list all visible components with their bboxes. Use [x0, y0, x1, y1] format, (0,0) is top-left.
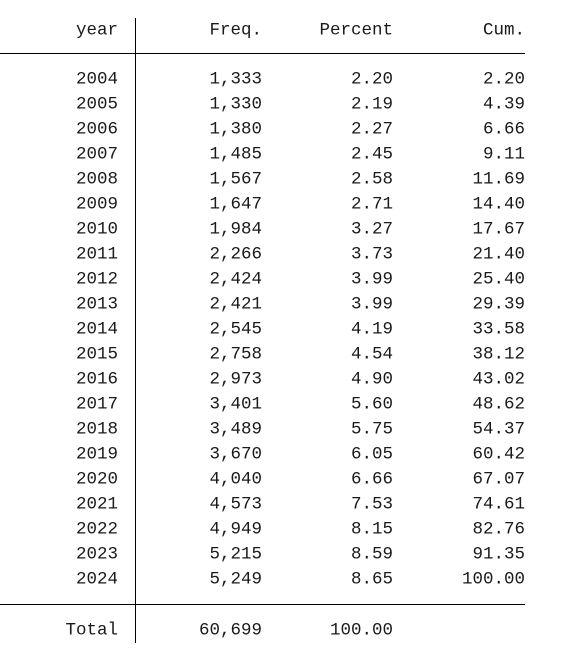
table-cell: 2,424 [209, 270, 262, 290]
table-cell: 38.12 [472, 345, 525, 365]
table-cell: 2024 [76, 570, 118, 590]
table-cell: 2005 [76, 95, 118, 115]
table-cell: 3.99 [351, 270, 393, 290]
table-cell: 14.40 [472, 195, 525, 215]
table-cell: 2,266 [209, 245, 262, 265]
table-cell: 8.65 [351, 570, 393, 590]
table-cell: 54.37 [472, 420, 525, 440]
table-cell: 4,573 [209, 495, 262, 515]
table-cell: 2009 [76, 195, 118, 215]
table-cell: 2015 [76, 345, 118, 365]
table-cell: 2.58 [351, 170, 393, 190]
table-cell: 7.53 [351, 495, 393, 515]
table-cell: 3,401 [209, 395, 262, 415]
table-cell: 4.39 [483, 95, 525, 115]
table-cell: 2.19 [351, 95, 393, 115]
table-cell: 1,333 [209, 70, 262, 90]
table-cell: 2018 [76, 420, 118, 440]
table-cell: 29.39 [472, 295, 525, 315]
table-cell: 21.40 [472, 245, 525, 265]
table-cell: 2020 [76, 470, 118, 490]
table-cell: 2014 [76, 320, 118, 340]
table-cell: 3.99 [351, 295, 393, 315]
table-cell: 8.15 [351, 520, 393, 540]
table-cell: 2012 [76, 270, 118, 290]
table-cell: 11.69 [472, 170, 525, 190]
table-cell: 33.58 [472, 320, 525, 340]
table-cell: 4,040 [209, 470, 262, 490]
table-cell: 3.27 [351, 220, 393, 240]
table-cell: 2.71 [351, 195, 393, 215]
table-cell: 91.35 [472, 545, 525, 565]
table-cell: 3.73 [351, 245, 393, 265]
table-cell: 2.20 [351, 70, 393, 90]
table-cell: 1,380 [209, 120, 262, 140]
table-cell: 3,489 [209, 420, 262, 440]
table-cell: 74.61 [472, 495, 525, 515]
table-cell: 6.66 [351, 470, 393, 490]
table-cell: 2,421 [209, 295, 262, 315]
table-cell: 4.90 [351, 370, 393, 390]
table-cell: 4.19 [351, 320, 393, 340]
table-cell: 2013 [76, 295, 118, 315]
table-cell: 6.05 [351, 445, 393, 465]
table-cell: 60.42 [472, 445, 525, 465]
table-cell: 2016 [76, 370, 118, 390]
table-cell: 2021 [76, 495, 118, 515]
table-cell: 48.62 [472, 395, 525, 415]
table-cell: 5,215 [209, 545, 262, 565]
table-cell: 8.59 [351, 545, 393, 565]
total-cell: Total [65, 621, 118, 641]
table-cell: 1,567 [209, 170, 262, 190]
header-cell: Freq. [209, 21, 262, 41]
table-cell: 2007 [76, 145, 118, 165]
table-cell: 2,545 [209, 320, 262, 340]
table-cell: 2011 [76, 245, 118, 265]
table-cell: 1,647 [209, 195, 262, 215]
table-cell: 25.40 [472, 270, 525, 290]
header-cell: Cum. [483, 21, 525, 41]
table-cell: 82.76 [472, 520, 525, 540]
table-cell: 2017 [76, 395, 118, 415]
table-cell: 1,330 [209, 95, 262, 115]
table-cell: 2023 [76, 545, 118, 565]
table-cell: 4.54 [351, 345, 393, 365]
table-cell: 1,984 [209, 220, 262, 240]
table-cell: 2019 [76, 445, 118, 465]
table-cell: 5,249 [209, 570, 262, 590]
table-cell: 2004 [76, 70, 118, 90]
table-cell: 2.20 [483, 70, 525, 90]
table-cell: 17.67 [472, 220, 525, 240]
table-cell: 3,670 [209, 445, 262, 465]
table-cell: 2010 [76, 220, 118, 240]
table-cell: 5.60 [351, 395, 393, 415]
header-cell: Percent [319, 21, 393, 41]
table-cell: 9.11 [483, 145, 525, 165]
table-cell: 2022 [76, 520, 118, 540]
table-cell: 1,485 [209, 145, 262, 165]
total-cell: 100.00 [330, 621, 393, 641]
table-cell: 2.27 [351, 120, 393, 140]
table-cell: 2008 [76, 170, 118, 190]
table-cell: 5.75 [351, 420, 393, 440]
total-cell: 60,699 [199, 621, 262, 641]
table-cell: 2,758 [209, 345, 262, 365]
table-cell: 6.66 [483, 120, 525, 140]
table-cell: 100.00 [462, 570, 525, 590]
table-cell: 2006 [76, 120, 118, 140]
table-cell: 2,973 [209, 370, 262, 390]
table-cell: 67.07 [472, 470, 525, 490]
header-cell: year [76, 21, 118, 41]
table-cell: 4,949 [209, 520, 262, 540]
table-cell: 43.02 [472, 370, 525, 390]
table-cell: 2.45 [351, 145, 393, 165]
